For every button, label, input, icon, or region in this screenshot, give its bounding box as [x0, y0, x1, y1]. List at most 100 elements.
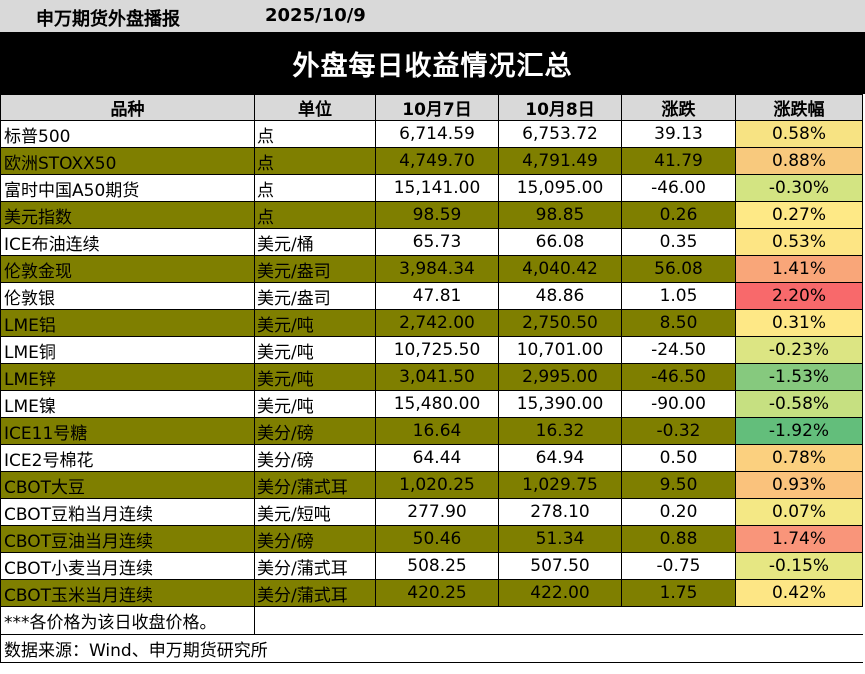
commodity-name: ICE2号棉花 [0, 444, 255, 472]
change-value: 8.50 [621, 309, 736, 337]
close-day1: 15,480.00 [375, 390, 499, 418]
column-header-change-pct: 涨跌幅 [735, 94, 863, 121]
unit-cell: 点 [254, 147, 376, 175]
close-day2: 4,791.49 [498, 147, 622, 175]
commodity-name: 美元指数 [0, 201, 255, 229]
change-pct: -1.92% [735, 417, 863, 445]
table-row: ICE2号棉花 美分/磅 64.44 64.94 0.50 0.78% [0, 444, 863, 472]
change-pct: 0.42% [735, 579, 863, 607]
close-day1: 4,749.70 [375, 147, 499, 175]
close-day2: 10,701.00 [498, 336, 622, 364]
commodity-name: CBOT豆粕当月连续 [0, 498, 255, 526]
change-pct: -1.53% [735, 363, 863, 391]
commodity-name: 伦敦银 [0, 282, 255, 310]
close-day1: 1,020.25 [375, 471, 499, 499]
close-day2: 507.50 [498, 552, 622, 580]
table-row: LME锌 美元/吨 3,041.50 2,995.00 -46.50 -1.53% [0, 363, 863, 391]
close-day2: 6,753.72 [498, 120, 622, 148]
change-pct: 0.93% [735, 471, 863, 499]
change-value: 0.20 [621, 498, 736, 526]
change-value: 0.35 [621, 228, 736, 256]
commodity-name: 伦敦金现 [0, 255, 255, 283]
change-pct: 1.74% [735, 525, 863, 553]
change-value: -90.00 [621, 390, 736, 418]
commodity-name: CBOT玉米当月连续 [0, 579, 255, 607]
change-value: -0.32 [621, 417, 736, 445]
close-day2: 48.86 [498, 282, 622, 310]
note-row-empty-cell [254, 606, 863, 635]
close-day1: 6,714.59 [375, 120, 499, 148]
unit-cell: 点 [254, 201, 376, 229]
table-row: 伦敦银 美元/盎司 47.81 48.86 1.05 2.20% [0, 282, 863, 310]
column-header-unit: 单位 [254, 94, 376, 121]
unit-cell: 美元/吨 [254, 309, 376, 337]
commodity-name: ICE布油连续 [0, 228, 255, 256]
close-day2: 1,029.75 [498, 471, 622, 499]
unit-cell: 点 [254, 174, 376, 202]
commodity-name: ICE11号糖 [0, 417, 255, 445]
table-row: 欧洲STOXX50 点 4,749.70 4,791.49 41.79 0.88% [0, 147, 863, 175]
commodity-name: LME镍 [0, 390, 255, 418]
note-row: ***各价格为该日收盘价格。 [0, 606, 863, 635]
change-value: -46.00 [621, 174, 736, 202]
unit-cell: 点 [254, 120, 376, 148]
close-day1: 50.46 [375, 525, 499, 553]
table-row: CBOT豆粕当月连续 美元/短吨 277.90 278.10 0.20 0.07% [0, 498, 863, 526]
commodity-name: LME铜 [0, 336, 255, 364]
change-value: 0.50 [621, 444, 736, 472]
report-date: 2025/10/9 [265, 5, 366, 26]
change-value: 39.13 [621, 120, 736, 148]
close-day2: 64.94 [498, 444, 622, 472]
change-value: -0.75 [621, 552, 736, 580]
source-row: 数据来源：Wind、申万期货研究所 [0, 634, 863, 663]
close-day2: 15,390.00 [498, 390, 622, 418]
close-day1: 16.64 [375, 417, 499, 445]
change-value: -46.50 [621, 363, 736, 391]
close-day2: 15,095.00 [498, 174, 622, 202]
unit-cell: 美分/蒲式耳 [254, 579, 376, 607]
table-row: 标普500 点 6,714.59 6,753.72 39.13 0.58% [0, 120, 863, 148]
close-day1: 2,742.00 [375, 309, 499, 337]
change-pct: -0.30% [735, 174, 863, 202]
close-day1: 277.90 [375, 498, 499, 526]
table-row: ICE11号糖 美分/磅 16.64 16.32 -0.32 -1.92% [0, 417, 863, 445]
close-day2: 4,040.42 [498, 255, 622, 283]
close-day1: 15,141.00 [375, 174, 499, 202]
close-day2: 51.34 [498, 525, 622, 553]
commodity-name: 欧洲STOXX50 [0, 147, 255, 175]
unit-cell: 美元/盎司 [254, 255, 376, 283]
column-header-day2: 10月8日 [498, 94, 622, 121]
table-row: LME铜 美元/吨 10,725.50 10,701.00 -24.50 -0.23% [0, 336, 863, 364]
change-pct: 0.31% [735, 309, 863, 337]
unit-cell: 美元/盎司 [254, 282, 376, 310]
data-source: 数据来源：Wind、申万期货研究所 [0, 634, 863, 663]
commodity-name: CBOT豆油当月连续 [0, 525, 255, 553]
close-day2: 278.10 [498, 498, 622, 526]
column-header-change: 涨跌 [621, 94, 736, 121]
close-day2: 16.32 [498, 417, 622, 445]
change-pct: 0.27% [735, 201, 863, 229]
commodity-name: CBOT小麦当月连续 [0, 552, 255, 580]
table-row: LME镍 美元/吨 15,480.00 15,390.00 -90.00 -0.58% [0, 390, 863, 418]
change-value: 0.88 [621, 525, 736, 553]
close-day1: 3,041.50 [375, 363, 499, 391]
close-day2: 2,750.50 [498, 309, 622, 337]
commodity-name: LME铝 [0, 309, 255, 337]
close-day1: 47.81 [375, 282, 499, 310]
table-row: CBOT豆油当月连续 美分/磅 50.46 51.34 0.88 1.74% [0, 525, 863, 553]
commodity-name: CBOT大豆 [0, 471, 255, 499]
close-day2: 66.08 [498, 228, 622, 256]
change-value: 9.50 [621, 471, 736, 499]
change-pct: 2.20% [735, 282, 863, 310]
price-note: ***各价格为该日收盘价格。 [0, 606, 255, 635]
change-pct: -0.23% [735, 336, 863, 364]
table-row: ICE布油连续 美元/桶 65.73 66.08 0.35 0.53% [0, 228, 863, 256]
close-day1: 3,984.34 [375, 255, 499, 283]
column-header-day1: 10月7日 [375, 94, 499, 121]
table-row: LME铝 美元/吨 2,742.00 2,750.50 8.50 0.31% [0, 309, 863, 337]
table-row: 伦敦金现 美元/盎司 3,984.34 4,040.42 56.08 1.41% [0, 255, 863, 283]
column-header-name: 品种 [0, 94, 255, 121]
table-row: CBOT小麦当月连续 美分/蒲式耳 508.25 507.50 -0.75 -0.15% [0, 552, 863, 580]
unit-cell: 美元/吨 [254, 363, 376, 391]
